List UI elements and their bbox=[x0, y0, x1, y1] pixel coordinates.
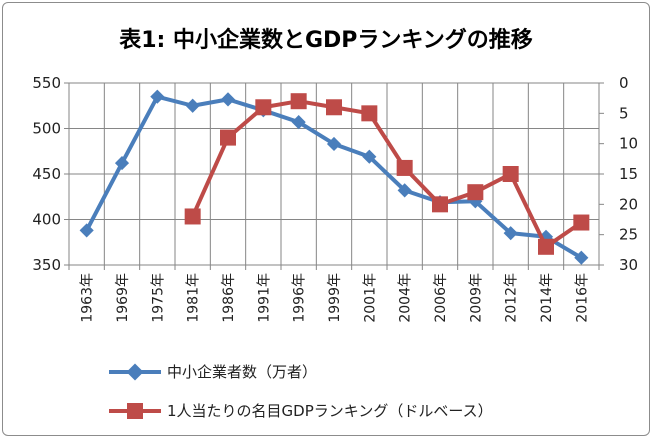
chart-title: 表1: 中小企業数とGDPランキングの推移 bbox=[119, 27, 533, 53]
x-axis-tick-label: 2001年 bbox=[362, 273, 378, 323]
right-axis-tick-label: 20 bbox=[619, 195, 638, 213]
series-1-point bbox=[150, 89, 165, 104]
series-2-point bbox=[538, 238, 554, 255]
series-2-point bbox=[255, 99, 272, 116]
series-1-point bbox=[362, 149, 377, 164]
right-axis-tick-label: 30 bbox=[619, 256, 638, 274]
left-axis-tick-label: 500 bbox=[32, 120, 61, 138]
series-1-point bbox=[114, 156, 130, 171]
right-axis-tick-label: 0 bbox=[619, 74, 629, 92]
x-axis-tick-label: 2014年 bbox=[539, 273, 555, 323]
legend-item-series-2: 1人当たりの名目GDPランキング（ドルベース） bbox=[109, 402, 493, 420]
series-2-point bbox=[220, 129, 236, 146]
legend-item-series-1: 中小企業者数（万者） bbox=[109, 363, 317, 381]
series-2-point bbox=[573, 214, 590, 231]
legend-marker-series-1 bbox=[126, 363, 144, 381]
series-1-point bbox=[220, 92, 236, 107]
x-axis-tick-label: 1986年 bbox=[221, 273, 237, 323]
series-1-point bbox=[79, 223, 94, 238]
legend-label-series-1: 中小企業者数（万者） bbox=[167, 363, 317, 381]
x-axis-ticks: 1963年 1969年 1975年 1981年 1986年 1991年 1996年 1999年… bbox=[68, 265, 600, 323]
chart-svg: 表1: 中小企業数とGDPランキングの推移 350 400 450 500 550 0 5… bbox=[32, 27, 638, 420]
x-axis-tick-label: 1975年 bbox=[150, 273, 166, 323]
x-axis-tick-label: 1991年 bbox=[256, 273, 272, 323]
x-axis-tick-label: 2016年 bbox=[574, 273, 590, 323]
right-axis-tick-label: 15 bbox=[619, 165, 638, 183]
x-axis-tick-label: 2009年 bbox=[468, 273, 484, 323]
series-1-point bbox=[397, 183, 412, 198]
x-axis-tick-label: 1981年 bbox=[186, 273, 202, 323]
series-1-point bbox=[291, 115, 306, 130]
series-1-point bbox=[185, 98, 200, 113]
series-2-point bbox=[326, 99, 342, 116]
right-axis-tick-label: 10 bbox=[619, 135, 638, 153]
left-axis-tick-label: 400 bbox=[32, 211, 61, 229]
x-axis-tick-label: 2012年 bbox=[504, 273, 520, 323]
x-axis-tick-label: 1999年 bbox=[327, 273, 343, 323]
right-axis-tick-label: 25 bbox=[619, 226, 638, 244]
series-2-point bbox=[361, 105, 378, 122]
series-2-point bbox=[467, 184, 484, 201]
series-2-point bbox=[184, 208, 201, 225]
series-2-point bbox=[432, 196, 448, 213]
right-axis-tick-label: 5 bbox=[619, 104, 629, 122]
left-axis-tick-label: 350 bbox=[32, 256, 61, 274]
left-axis-tick-label: 550 bbox=[32, 74, 61, 92]
series-2-point bbox=[396, 159, 413, 176]
legend: 中小企業者数（万者） 1人当たりの名目GDPランキング（ドルベース） bbox=[109, 363, 493, 420]
x-axis-tick-label: 1969年 bbox=[115, 273, 131, 323]
series-1-point bbox=[326, 136, 342, 152]
legend-label-series-2: 1人当たりの名目GDPランキング（ドルベース） bbox=[167, 402, 493, 420]
x-axis-tick-label: 1963年 bbox=[80, 273, 96, 323]
x-axis-tick-label: 1996年 bbox=[292, 273, 308, 323]
series-2 bbox=[184, 93, 590, 255]
series-1-point bbox=[574, 250, 589, 265]
left-axis-tick-label: 450 bbox=[32, 165, 61, 183]
x-axis-tick-label: 2004年 bbox=[398, 273, 414, 323]
series-2-point bbox=[290, 93, 307, 110]
series-2-point bbox=[502, 166, 519, 182]
series-layer bbox=[79, 89, 590, 265]
right-axis-ticks: 0 5 10 15 20 25 30 bbox=[599, 74, 638, 274]
legend-marker-series-2 bbox=[127, 403, 143, 419]
left-axis-ticks: 350 400 450 500 550 bbox=[32, 74, 69, 274]
x-axis-tick-label: 2006年 bbox=[433, 273, 449, 323]
